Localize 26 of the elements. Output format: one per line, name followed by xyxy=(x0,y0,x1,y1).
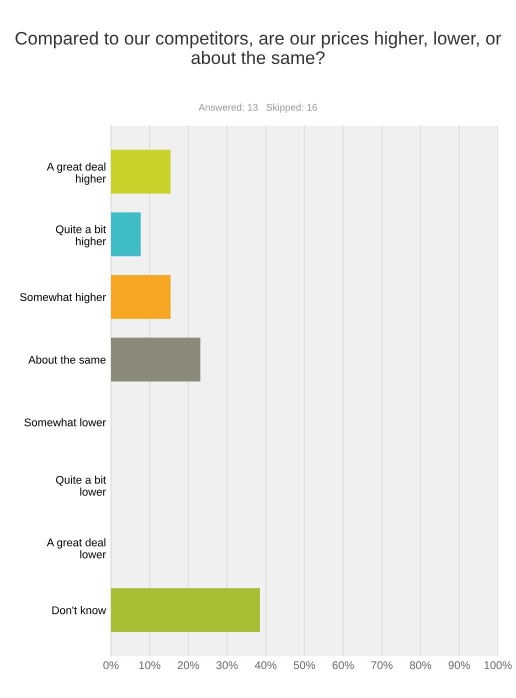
x-tick-label: 30% xyxy=(216,661,238,670)
y-tick-label: Quite a bit higher xyxy=(56,225,106,248)
bar xyxy=(110,338,200,382)
x-tick-label: 100% xyxy=(484,661,512,670)
x-tick-label: 10% xyxy=(139,661,160,670)
y-tick-label: A great deal higher xyxy=(46,162,106,185)
x-tick-label: 50% xyxy=(294,661,316,670)
x-tick-label: 20% xyxy=(178,661,200,670)
x-tick-label: 0% xyxy=(103,661,119,670)
x-tick-label: 40% xyxy=(254,661,276,670)
x-tick-label: 60% xyxy=(332,661,354,670)
x-tick-label: 90% xyxy=(448,661,470,670)
x-tick-label: 80% xyxy=(410,661,432,670)
bar xyxy=(110,275,171,319)
chart-subtitle: Answered: 13 Skipped: 16 xyxy=(198,104,318,113)
y-tick-label: Somewhat lower xyxy=(24,418,106,426)
y-tick-label: Don't know xyxy=(52,606,106,614)
x-tick-label: 70% xyxy=(371,661,393,670)
bar xyxy=(110,588,260,632)
bar xyxy=(110,212,141,256)
y-tick-label: Somewhat higher xyxy=(20,292,106,304)
y-tick-label: About the same xyxy=(28,356,106,364)
chart-title: Compared to our competitors, are our prices higher, lower, or about the same? xyxy=(16,31,502,64)
bar xyxy=(110,150,171,194)
y-tick-label: Quite a bit lower xyxy=(56,476,106,496)
y-tick-label: A great deal lower xyxy=(46,538,106,558)
